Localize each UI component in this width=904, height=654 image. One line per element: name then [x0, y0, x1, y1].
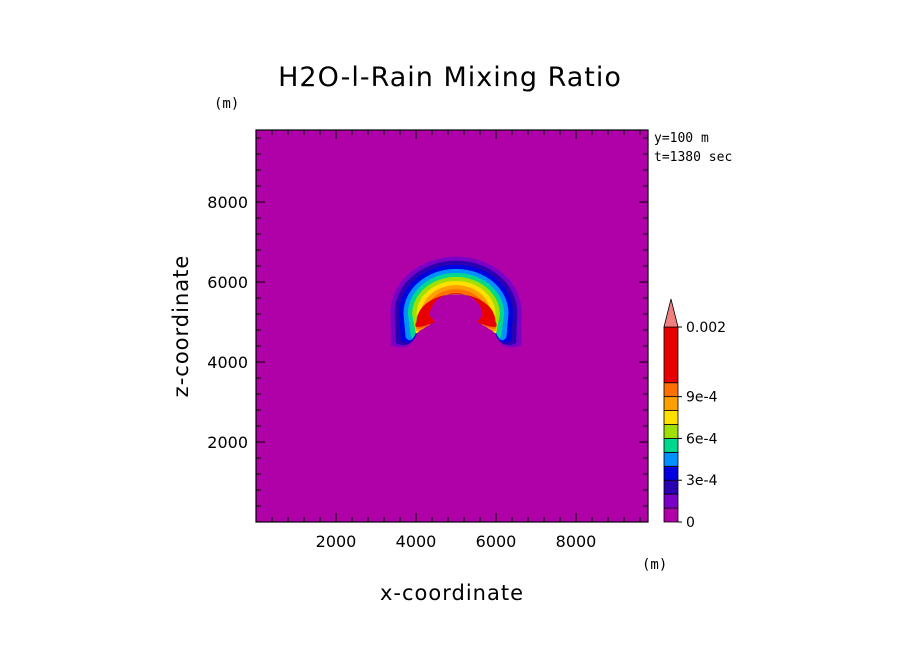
colorbar-label: 3e-4 [686, 473, 718, 489]
contour-band-10 [415, 293, 497, 328]
colorbar-label: 6e-4 [686, 431, 718, 447]
colorbar-segment [663, 424, 679, 439]
y-axis-label: z-coordinate [169, 255, 193, 398]
colorbar-label: 9e-4 [686, 390, 718, 406]
colorbar-segment [663, 396, 679, 411]
y-axis: 2000 4000 6000 8000 [207, 137, 648, 507]
chart-title: H2O-l-Rain Mixing Ratio [278, 62, 622, 93]
colorbar-segment [663, 451, 679, 467]
colorbar: 0 3e-4 6e-4 9e-4 0.002 [663, 298, 726, 531]
colorbar-segment [663, 382, 679, 398]
y-unit-label: (m) [214, 96, 239, 112]
plot-frame [255, 129, 649, 523]
colorbar-label: 0 [686, 515, 695, 531]
colorbar-segment [663, 479, 679, 495]
colorbar-segment [663, 465, 679, 481]
colorbar-extension [663, 298, 679, 328]
colorbar-segment [663, 410, 679, 425]
x-axis: 2000 4000 6000 8000 [271, 130, 641, 551]
x-tick-label: 4000 [396, 532, 437, 551]
y-tick-label: 4000 [207, 353, 248, 372]
x-tick-label: 2000 [316, 532, 357, 551]
x-unit-label: (m) [642, 557, 667, 573]
x-axis-label: x-coordinate [380, 581, 524, 605]
field-background [256, 130, 648, 522]
x-tick-label: 6000 [476, 532, 517, 551]
colorbar-segment [663, 493, 679, 509]
y-tick-label: 2000 [207, 433, 248, 452]
y-tick-label: 6000 [207, 273, 248, 292]
colorbar-segment [663, 507, 679, 523]
colorbar-label: 0.002 [686, 320, 726, 336]
y-tick-label: 8000 [207, 193, 248, 212]
x-tick-label: 8000 [556, 532, 597, 551]
plot-area [256, 130, 648, 522]
annotation-t: t=1380 sec [654, 150, 732, 165]
colorbar-segment [663, 438, 679, 453]
annotation-y: y=100 m [654, 131, 709, 146]
colorbar-segment [663, 326, 679, 384]
